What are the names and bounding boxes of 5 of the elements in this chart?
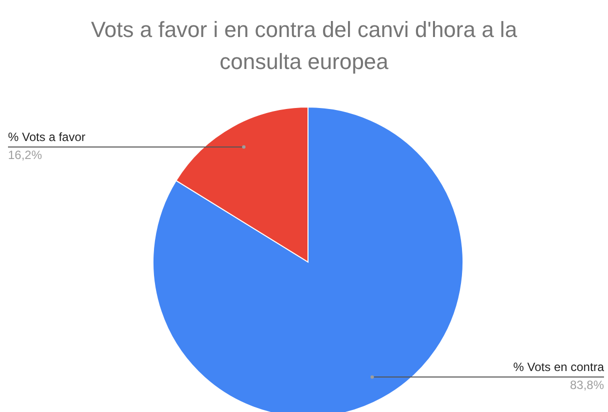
data-label: 83,8% [570,378,604,392]
slice-label: % Vots en contra [513,360,604,374]
data-label: 16,2% [8,148,42,162]
slice-label: % Vots a favor [8,130,86,144]
chart-title: Vots a favor i en contra del canvi d'hora a la consulta europea [90,17,518,74]
